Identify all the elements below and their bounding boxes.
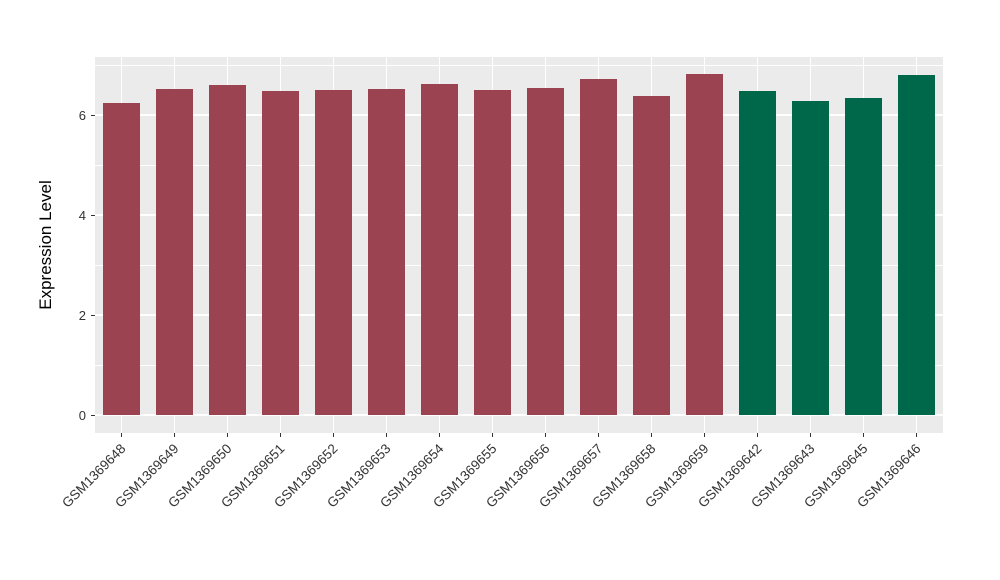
x-tick-mark xyxy=(545,433,546,437)
gridline-minor xyxy=(95,264,943,266)
bar-GSM1369649 xyxy=(155,89,194,415)
bar-GSM1369659 xyxy=(685,74,724,415)
x-tick-mark xyxy=(492,433,493,437)
gridline-major xyxy=(95,414,943,416)
bar-GSM1369650 xyxy=(208,85,247,415)
bar-GSM1369646 xyxy=(897,75,936,415)
bar-GSM1369656 xyxy=(526,88,565,415)
x-tick-mark xyxy=(333,433,334,437)
x-tick-mark xyxy=(439,433,440,437)
y-tick-mark xyxy=(91,114,95,116)
gridline-minor xyxy=(95,164,943,166)
bar-GSM1369645 xyxy=(844,98,883,415)
x-tick-mark xyxy=(757,433,758,437)
x-tick-mark xyxy=(174,433,175,437)
y-tick-label: 0 xyxy=(78,407,86,423)
y-tick-mark xyxy=(91,214,95,216)
y-tick-label: 2 xyxy=(78,307,86,323)
x-tick-mark xyxy=(280,433,281,437)
x-tick-mark xyxy=(651,433,652,437)
x-tick-mark xyxy=(810,433,811,437)
bar-GSM1369657 xyxy=(579,79,618,415)
x-tick-mark xyxy=(227,433,228,437)
gridline-major xyxy=(95,114,943,116)
x-tick-mark xyxy=(863,433,864,437)
y-tick-mark xyxy=(91,414,95,416)
bar-GSM1369653 xyxy=(367,88,406,415)
bar-GSM1369655 xyxy=(473,89,512,415)
y-tick-label: 6 xyxy=(78,107,86,123)
x-tick-mark xyxy=(386,433,387,437)
plot-panel xyxy=(95,57,943,433)
x-tick-mark xyxy=(704,433,705,437)
gridline-major xyxy=(95,314,943,316)
bar-GSM1369643 xyxy=(791,101,830,415)
y-tick-label: 4 xyxy=(78,207,86,223)
bar-GSM1369652 xyxy=(314,90,353,415)
x-tick-mark xyxy=(916,433,917,437)
gridline-minor xyxy=(95,64,943,66)
bar-GSM1369642 xyxy=(738,91,777,415)
bar-GSM1369651 xyxy=(261,91,300,415)
gridline-minor xyxy=(95,364,943,366)
y-tick-mark xyxy=(91,314,95,316)
bar-GSM1369654 xyxy=(420,84,459,415)
x-tick-mark xyxy=(598,433,599,437)
x-tick-mark xyxy=(121,433,122,437)
bar-GSM1369648 xyxy=(102,103,141,415)
bar-GSM1369658 xyxy=(632,96,671,415)
gridline-major xyxy=(95,214,943,216)
